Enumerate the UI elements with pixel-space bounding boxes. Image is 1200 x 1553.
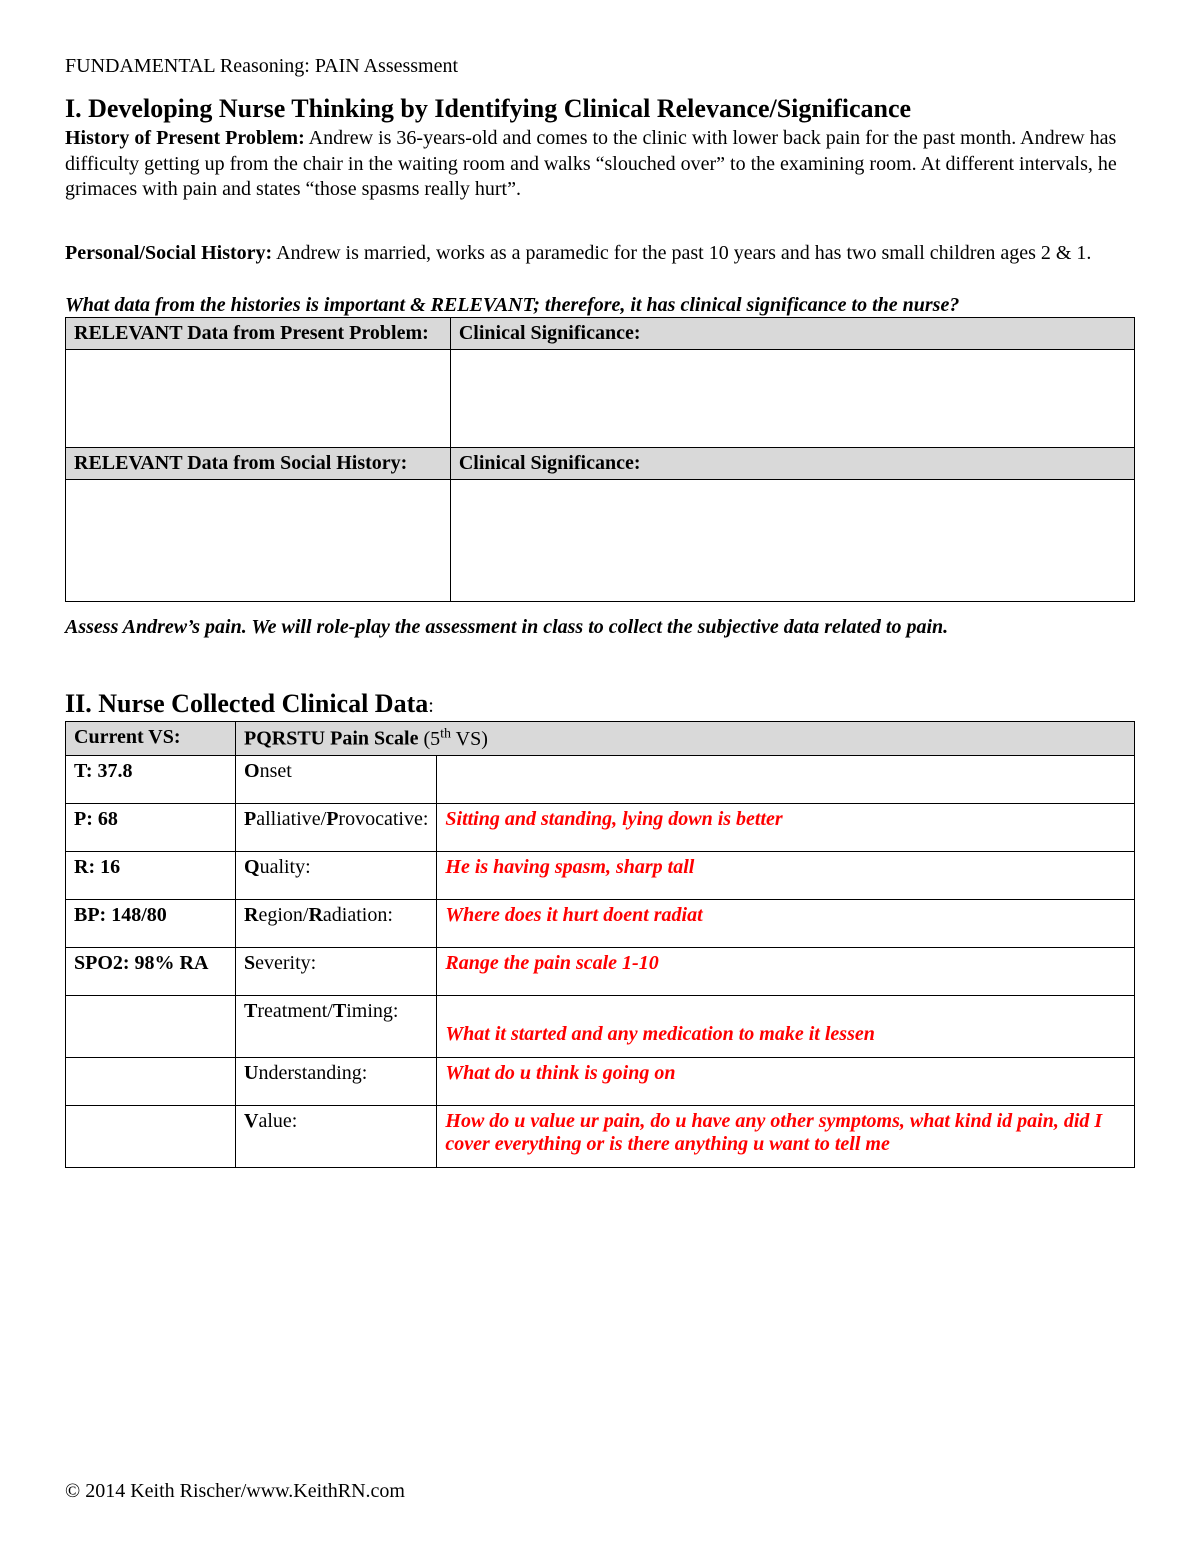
vs-value <box>66 996 236 1058</box>
pqrstu-answer <box>437 756 1135 804</box>
relevance-table: RELEVANT Data from Present Problem: Clin… <box>65 317 1135 602</box>
table-row: SPO2: 98% RASeverity:Range the pain scal… <box>66 948 1135 996</box>
history-present-problem: History of Present Problem: Andrew is 36… <box>65 126 1135 203</box>
table-row: Understanding:What do u think is going o… <box>66 1058 1135 1106</box>
table-row: R: 16Quality:He is having spasm, sharp t… <box>66 852 1135 900</box>
relevance-prompt: What data from the histories is importan… <box>65 294 1135 317</box>
vs-value <box>66 1106 236 1168</box>
th-clinical-sig-1: Clinical Significance: <box>450 318 1134 350</box>
pqrstu-label: Palliative/Provocative: <box>236 804 437 852</box>
page: FUNDAMENTAL Reasoning: PAIN Assessment I… <box>0 0 1200 1553</box>
vs-value: SPO2: 98% RA <box>66 948 236 996</box>
table-row: T: 37.8Onset <box>66 756 1135 804</box>
th-relevant-present: RELEVANT Data from Present Problem: <box>66 318 451 350</box>
cell-empty <box>450 480 1134 602</box>
doc-header: FUNDAMENTAL Reasoning: PAIN Assessment <box>65 55 1135 78</box>
table-row: RELEVANT Data from Present Problem: Clin… <box>66 318 1135 350</box>
vs-value: P: 68 <box>66 804 236 852</box>
pqrstu-answer: Sitting and standing, lying down is bett… <box>437 804 1135 852</box>
pqrstu-answer: What it started and any medication to ma… <box>437 996 1135 1058</box>
th-current-vs: Current VS: <box>66 722 236 756</box>
th-pqrstu: PQRSTU Pain Scale (5th VS) <box>236 722 1135 756</box>
vs-value: BP: 148/80 <box>66 900 236 948</box>
cell-empty <box>450 350 1134 448</box>
th-relevant-social: RELEVANT Data from Social History: <box>66 448 451 480</box>
pqrstu-answer: Range the pain scale 1-10 <box>437 948 1135 996</box>
pqrstu-label: Understanding: <box>236 1058 437 1106</box>
footer: © 2014 Keith Rischer/www.KeithRN.com <box>65 1480 405 1503</box>
pqrstu-label: Severity: <box>236 948 437 996</box>
pqrstu-label: Region/Radiation: <box>236 900 437 948</box>
psh-text: Andrew is married, works as a paramedic … <box>272 242 1091 264</box>
personal-social-history: Personal/Social History: Andrew is marri… <box>65 241 1135 267</box>
table-row <box>66 350 1135 448</box>
hpp-label: History of Present Problem: <box>65 127 305 149</box>
table-row <box>66 480 1135 602</box>
pqrstu-answer: Where does it hurt doent radiat <box>437 900 1135 948</box>
cell-empty <box>66 350 451 448</box>
pqrstu-sup: th <box>440 726 451 741</box>
pqrstu-answer: He is having spasm, sharp tall <box>437 852 1135 900</box>
vs-table: Current VS: PQRSTU Pain Scale (5th VS) T… <box>65 721 1135 1168</box>
vs-value <box>66 1058 236 1106</box>
table-row: Current VS: PQRSTU Pain Scale (5th VS) <box>66 722 1135 756</box>
pqrstu-label-a: PQRSTU Pain Scale <box>244 728 423 750</box>
section1-title: I. Developing Nurse Thinking by Identify… <box>65 94 1135 124</box>
table-row: Treatment/Timing: What it started and an… <box>66 996 1135 1058</box>
table-row: BP: 148/80Region/Radiation:Where does it… <box>66 900 1135 948</box>
vs-value: R: 16 <box>66 852 236 900</box>
psh-label: Personal/Social History: <box>65 242 272 264</box>
pqrstu-label: Value: <box>236 1106 437 1168</box>
pqrstu-answer: How do u value ur pain, do u have any ot… <box>437 1106 1135 1168</box>
table-row: Value:How do u value ur pain, do u have … <box>66 1106 1135 1168</box>
pqrstu-label: Treatment/Timing: <box>236 996 437 1058</box>
section2-title-text: II. Nurse Collected Clinical Data <box>65 689 428 718</box>
pqrstu-label-b: (5 <box>423 728 440 750</box>
pqrstu-label: Onset <box>236 756 437 804</box>
section2-title: II. Nurse Collected Clinical Data: <box>65 689 1135 719</box>
vs-value: T: 37.8 <box>66 756 236 804</box>
pqrstu-answer: What do u think is going on <box>437 1058 1135 1106</box>
cell-empty <box>66 480 451 602</box>
pqrstu-label: Quality: <box>236 852 437 900</box>
table-row: RELEVANT Data from Social History: Clini… <box>66 448 1135 480</box>
pqrstu-label-c: VS) <box>451 728 488 750</box>
th-clinical-sig-2: Clinical Significance: <box>450 448 1134 480</box>
assess-note: Assess Andrew’s pain. We will role-play … <box>65 616 1135 639</box>
table-row: P: 68Palliative/Provocative:Sitting and … <box>66 804 1135 852</box>
